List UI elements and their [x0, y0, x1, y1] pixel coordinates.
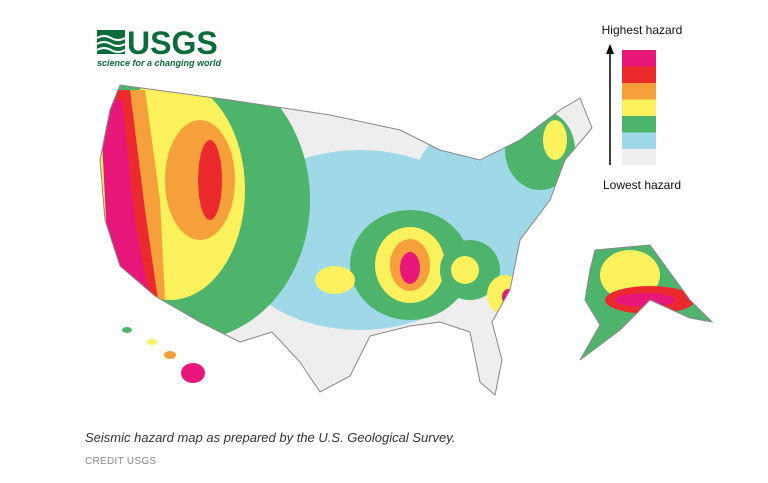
caption: Seismic hazard map as prepared by the U.…	[85, 430, 456, 445]
usgs-icon	[96, 30, 126, 54]
us-hazard	[100, 85, 592, 395]
us-outline	[99, 84, 593, 396]
legend-swatch	[622, 50, 656, 67]
legend-swatch	[622, 132, 656, 149]
legend-swatch	[622, 116, 656, 133]
hawaii-hazard	[122, 327, 205, 383]
legend-swatch	[622, 83, 656, 100]
legend-bottom-label: Lowest hazard	[603, 178, 681, 192]
logo-tagline: science for a changing world	[97, 58, 222, 68]
legend-top-label: Highest hazard	[602, 23, 683, 37]
legend-arrowhead	[606, 44, 614, 54]
hazard-map: USGS science for a changing world	[96, 23, 714, 396]
alaska-outline	[579, 244, 714, 361]
legend-swatch	[622, 99, 656, 116]
legend-swatch	[622, 149, 656, 166]
credit: CREDIT USGS	[85, 456, 157, 467]
legend-swatch	[622, 66, 656, 83]
legend-swatches	[622, 50, 656, 166]
logo-title: USGS	[127, 25, 218, 61]
